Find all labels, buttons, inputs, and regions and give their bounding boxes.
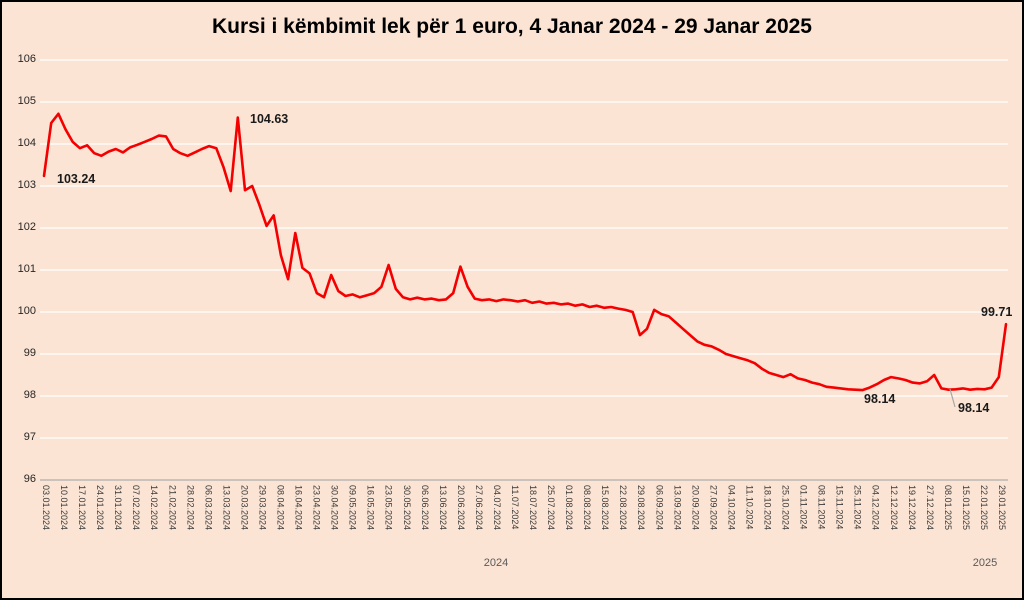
x-axis-tick-label: 29.08.2024 xyxy=(636,485,647,531)
x-axis-tick-label: 14.02.2024 xyxy=(149,485,160,531)
x-axis-tick-label: 13.06.2024 xyxy=(437,485,448,531)
x-axis-tick-label: 25.11.2024 xyxy=(852,485,863,530)
y-axis-tick-label: 104 xyxy=(17,137,36,149)
x-axis-tick-label: 15.08.2024 xyxy=(600,485,611,531)
x-axis-tick-label: 20.09.2024 xyxy=(690,485,701,531)
x-axis-tick-label: 16.05.2024 xyxy=(365,485,376,531)
x-axis-tick-label: 01.08.2024 xyxy=(564,485,575,531)
chart-title: Kursi i këmbimit lek për 1 euro, 4 Janar… xyxy=(212,15,812,38)
x-axis-tick-label: 03.01.2024 xyxy=(41,485,51,531)
x-axis-tick-label: 08.11.2024 xyxy=(816,485,827,530)
y-axis-tick-label: 99 xyxy=(23,347,36,359)
x-axis-tick-label: 11.10.2024 xyxy=(744,485,755,530)
x-axis-tick-label: 29.03.2024 xyxy=(257,485,268,531)
x-axis-tick-label: 11.07.2024 xyxy=(509,485,520,530)
x-axis-tick-label: 23.04.2024 xyxy=(311,485,322,531)
x-axis-tick-label: 22.08.2024 xyxy=(618,485,629,531)
x-axis-tick-label: 01.11.2024 xyxy=(798,485,809,530)
x-axis-tick-label: 27.12.2024 xyxy=(924,485,935,531)
y-axis-tick-label: 101 xyxy=(17,263,36,275)
x-axis-tick-label: 20.06.2024 xyxy=(455,485,466,531)
x-axis-tick-label: 27.06.2024 xyxy=(473,485,484,531)
x-axis-tick-label: 08.04.2024 xyxy=(275,485,286,531)
x-axis-tick-label: 25.10.2024 xyxy=(780,485,791,531)
x-axis-tick-label: 27.09.2024 xyxy=(708,485,719,531)
y-axis-tick-label: 96 xyxy=(23,473,36,485)
x-axis-tick-label: 06.06.2024 xyxy=(419,485,430,531)
x-axis-tick-label: 29.01.2025 xyxy=(997,485,1007,531)
x-axis-year-label-2025: 2025 xyxy=(972,557,998,569)
y-axis-tick-label: 103 xyxy=(17,179,36,191)
x-axis-tick-label: 08.01.2025 xyxy=(942,485,953,531)
x-axis-tick-label: 09.05.2024 xyxy=(347,485,358,531)
x-axis-tick-label: 24.01.2024 xyxy=(95,485,106,531)
y-axis-tick-label: 100 xyxy=(17,305,36,317)
x-axis-tick-label: 25.07.2024 xyxy=(546,485,557,531)
y-axis-tick-label: 98 xyxy=(23,389,36,401)
x-axis-tick-label: 17.01.2024 xyxy=(77,485,88,531)
x-axis-year-label-2024: 2024 xyxy=(483,557,509,569)
x-axis-tick-label: 22.01.2025 xyxy=(978,485,989,531)
x-axis-tick-label: 04.12.2024 xyxy=(870,485,881,531)
x-axis-tick-label: 28.02.2024 xyxy=(185,485,196,531)
x-axis-tick-label: 12.12.2024 xyxy=(888,485,899,531)
annotation-label: 99.71 xyxy=(981,305,1013,319)
x-axis-tick-label: 10.01.2024 xyxy=(59,485,70,531)
y-axis-tick-label: 97 xyxy=(23,431,36,443)
y-axis-tick-label: 102 xyxy=(17,221,36,233)
x-axis-tick-label: 31.01.2024 xyxy=(113,485,124,531)
x-axis-tick-label: 18.10.2024 xyxy=(762,485,773,531)
annotation-label: 104.63 xyxy=(250,112,289,126)
x-axis-tick-label: 23.05.2024 xyxy=(383,485,394,531)
x-axis-tick-label: 06.09.2024 xyxy=(654,485,665,531)
x-axis-tick-label: 30.05.2024 xyxy=(401,485,412,531)
x-axis-tick-label: 08.08.2024 xyxy=(582,485,593,531)
annotation-label: 103.24 xyxy=(57,172,96,186)
x-axis-tick-label: 18.07.2024 xyxy=(528,485,539,531)
y-axis-tick-label: 105 xyxy=(17,95,36,107)
x-axis-tick-label: 15.01.2025 xyxy=(960,485,971,531)
x-axis-tick-label: 13.09.2024 xyxy=(672,485,683,531)
x-axis-tick-label: 04.10.2024 xyxy=(726,485,737,531)
x-axis-tick-label: 30.04.2024 xyxy=(329,485,340,531)
y-axis-tick-label: 106 xyxy=(17,53,36,65)
x-axis-tick-label: 19.12.2024 xyxy=(906,485,917,531)
x-axis-tick-label: 16.04.2024 xyxy=(293,485,304,531)
x-axis-tick-label: 20.03.2024 xyxy=(239,485,250,531)
x-axis-tick-label: 04.07.2024 xyxy=(491,485,502,531)
x-axis-tick-label: 13.03.2024 xyxy=(221,485,232,531)
annotation-label: 98.14 xyxy=(864,392,896,406)
x-axis-tick-label: 07.02.2024 xyxy=(131,485,142,531)
x-axis-tick-label: 15.11.2024 xyxy=(834,485,845,530)
annotation-label: 98.14 xyxy=(958,401,990,415)
x-axis-tick-label: 06.03.2024 xyxy=(203,485,214,531)
x-axis-tick-label: 21.02.2024 xyxy=(167,485,178,531)
